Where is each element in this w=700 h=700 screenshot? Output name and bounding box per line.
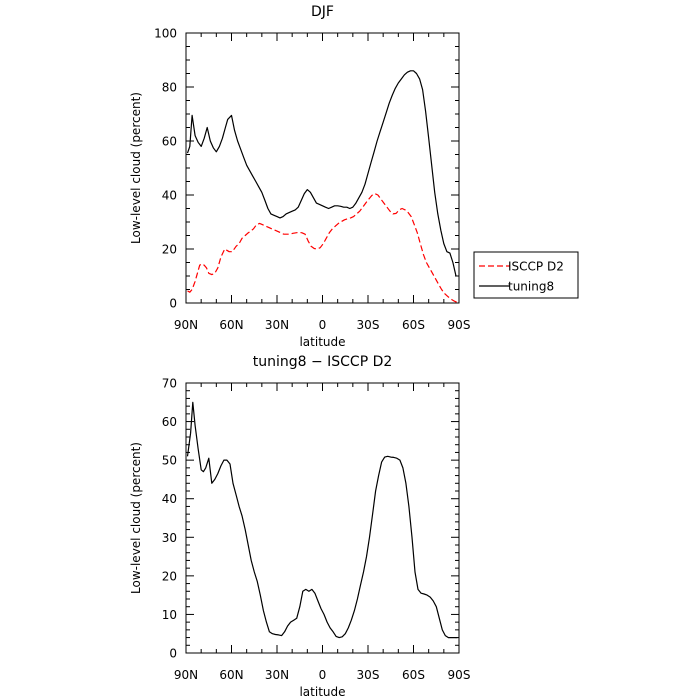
- x-axis-label: latitude: [299, 335, 345, 349]
- x-tick-label: 30S: [357, 318, 380, 332]
- y-tick-label: 40: [162, 492, 177, 506]
- y-tick-label: 80: [162, 81, 177, 95]
- series-line-series-1: [186, 401, 458, 639]
- legend-label: tuning8: [508, 280, 554, 294]
- series-line-tuning8: [186, 70, 457, 277]
- x-tick-label: 60N: [219, 668, 243, 682]
- y-tick-label: 70: [162, 377, 177, 391]
- x-tick-label: 90S: [448, 668, 471, 682]
- x-tick-label: 0: [319, 318, 327, 332]
- x-tick-label: 30N: [265, 318, 289, 332]
- y-tick-label: 20: [162, 569, 177, 583]
- y-tick-label: 20: [162, 243, 177, 257]
- x-tick-label: 90N: [174, 668, 198, 682]
- x-tick-label: 0: [319, 668, 327, 682]
- plot-frame: [185, 32, 460, 304]
- y-axis-label: Low-level cloud (percent): [129, 442, 143, 594]
- y-axis-label: Low-level cloud (percent): [129, 92, 143, 244]
- x-tick-label: 90N: [174, 318, 198, 332]
- chart-title: tuning8 − ISCCP D2: [253, 354, 393, 370]
- chart-panel-2: 90N 60N 30N 0 30S 60S 90S 0 10 20 30 40 50 60 70 tuning…: [129, 354, 470, 699]
- y-tick-label: 10: [162, 608, 177, 622]
- y-tick-label: 30: [162, 531, 177, 545]
- x-tick-label: 90S: [448, 318, 471, 332]
- y-tick-label: 0: [169, 297, 177, 311]
- x-tick-label: 60S: [402, 318, 425, 332]
- y-tick-label: 100: [154, 27, 177, 41]
- chart-panel-1: 90N 60N 30N 0 30S 60S 90S 0 20 40 60 80 100 DJF latitu…: [129, 4, 579, 349]
- x-tick-label: 30N: [265, 668, 289, 682]
- chart-title: DJF: [311, 4, 334, 20]
- series-line-isccp-d2: [187, 193, 457, 303]
- x-tick-label: 60N: [219, 318, 243, 332]
- legend-box: [473, 251, 579, 299]
- y-tick-label: 60: [162, 415, 177, 429]
- legend: ISCCP D2 tuning8: [473, 251, 579, 299]
- y-tick-label: 60: [162, 135, 177, 149]
- x-axis-label: latitude: [299, 685, 345, 699]
- x-tick-label: 30S: [357, 668, 380, 682]
- y-tick-label: 0: [169, 647, 177, 661]
- x-tick-label: 60S: [402, 668, 425, 682]
- legend-label: ISCCP D2: [508, 260, 564, 274]
- y-tick-label: 40: [162, 189, 177, 203]
- y-tick-label: 50: [162, 454, 177, 468]
